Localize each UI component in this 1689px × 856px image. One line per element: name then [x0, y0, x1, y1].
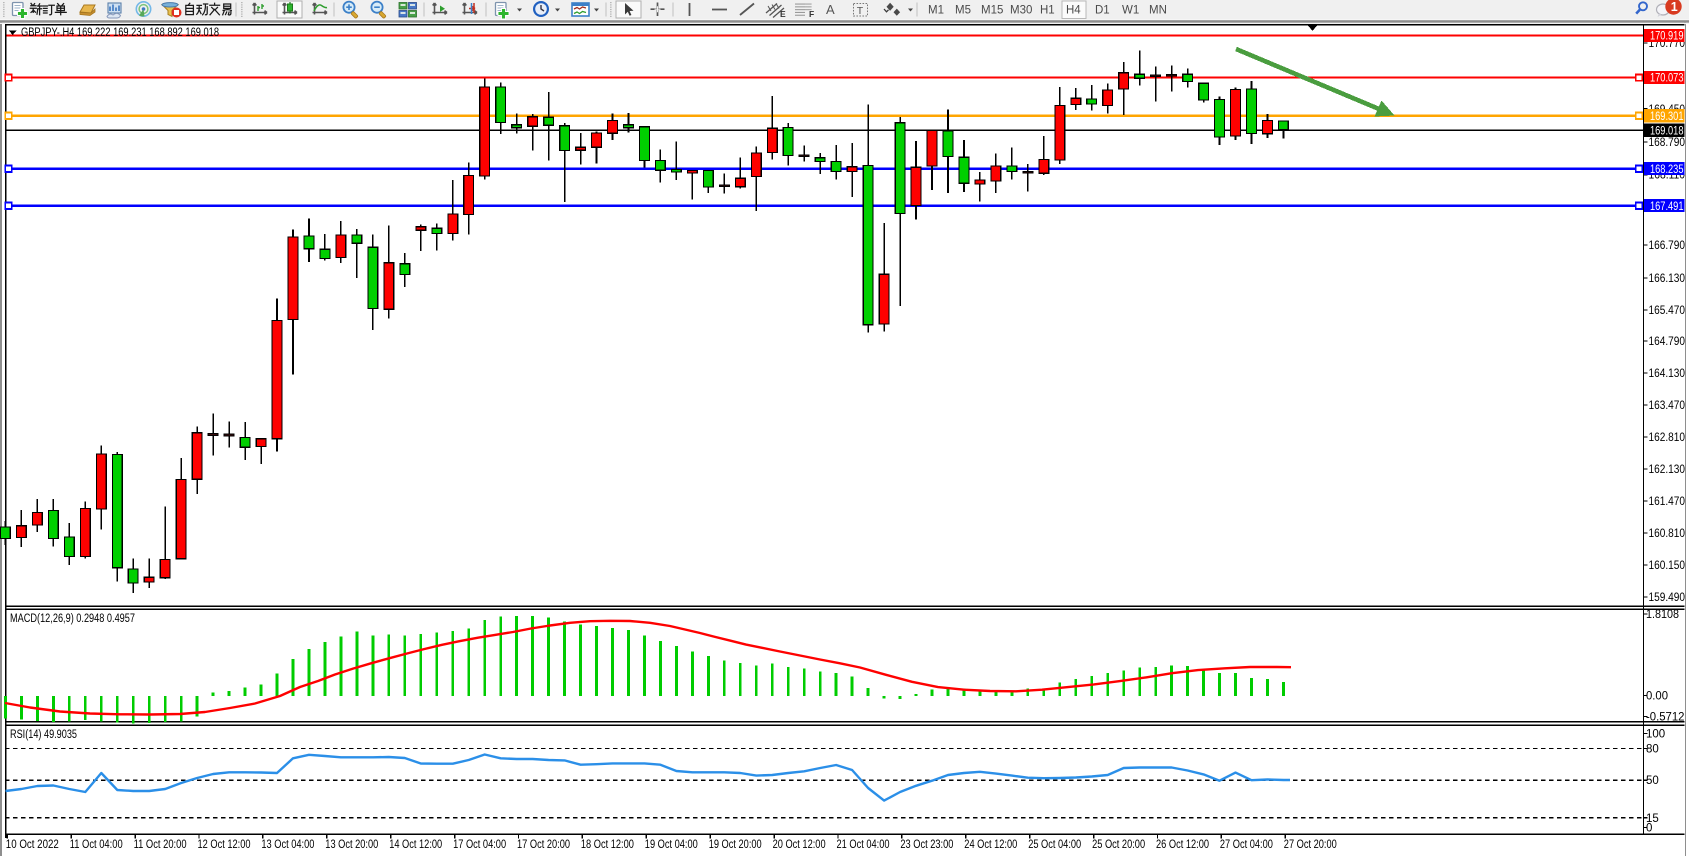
svg-text:160.150: 160.150	[1649, 560, 1686, 572]
svg-text:F: F	[809, 9, 814, 19]
svg-text:15: 15	[1646, 813, 1659, 825]
svg-text:26 Oct 12:00: 26 Oct 12:00	[1156, 839, 1209, 851]
svg-text:18 Oct 12:00: 18 Oct 12:00	[581, 839, 634, 851]
svg-text:168.790: 168.790	[1649, 137, 1686, 149]
svg-text:14 Oct 12:00: 14 Oct 12:00	[389, 839, 442, 851]
svg-text:100: 100	[1646, 729, 1665, 741]
svg-text:RSI(14) 49.9035: RSI(14) 49.9035	[10, 729, 77, 741]
svg-text:162.130: 162.130	[1649, 464, 1686, 476]
svg-text:27 Oct 04:00: 27 Oct 04:00	[1220, 839, 1273, 851]
svg-text:T: T	[857, 5, 864, 17]
svg-text:H1: H1	[1040, 5, 1055, 17]
svg-text:D1: D1	[1095, 5, 1110, 17]
svg-text:50: 50	[1646, 775, 1659, 787]
svg-text:159.490: 159.490	[1649, 592, 1686, 604]
svg-text:12 Oct 12:00: 12 Oct 12:00	[198, 839, 251, 851]
svg-text:13 Oct 04:00: 13 Oct 04:00	[261, 839, 314, 851]
svg-text:169.301: 169.301	[1650, 111, 1684, 123]
svg-text:162.810: 162.810	[1649, 432, 1686, 444]
svg-text:168.235: 168.235	[1650, 164, 1684, 176]
svg-text:170.073: 170.073	[1650, 73, 1684, 85]
svg-text:M15: M15	[981, 5, 1003, 17]
svg-text:11 Oct 04:00: 11 Oct 04:00	[70, 839, 123, 851]
svg-text:169.018: 169.018	[1650, 126, 1684, 138]
svg-text:1: 1	[1671, 0, 1678, 14]
svg-text:0.00: 0.00	[1646, 691, 1668, 703]
svg-text:M30: M30	[1010, 5, 1032, 17]
svg-text:1.8108: 1.8108	[1646, 609, 1679, 621]
svg-text:164.790: 164.790	[1649, 336, 1686, 348]
svg-text:160.810: 160.810	[1649, 528, 1686, 540]
svg-text:167.491: 167.491	[1650, 201, 1684, 213]
svg-text:24 Oct 12:00: 24 Oct 12:00	[964, 839, 1017, 851]
svg-text:W1: W1	[1122, 5, 1139, 17]
svg-text:GBPJPY-.H4 169.222 169.231 16: GBPJPY-.H4 169.222 169.231 168.892 169.0…	[21, 27, 219, 39]
svg-text:0: 0	[1646, 823, 1652, 835]
svg-text:19 Oct 04:00: 19 Oct 04:00	[645, 839, 698, 851]
svg-text:MN: MN	[1149, 5, 1167, 17]
svg-text:80: 80	[1646, 744, 1659, 756]
svg-text:17 Oct 04:00: 17 Oct 04:00	[453, 839, 506, 851]
svg-text:164.130: 164.130	[1649, 368, 1686, 380]
svg-text:13 Oct 20:00: 13 Oct 20:00	[325, 839, 378, 851]
svg-text:166.790: 166.790	[1649, 240, 1686, 252]
svg-text:17 Oct 20:00: 17 Oct 20:00	[517, 839, 570, 851]
svg-text:M5: M5	[955, 5, 971, 17]
svg-text:163.470: 163.470	[1649, 400, 1686, 412]
svg-text:19 Oct 20:00: 19 Oct 20:00	[709, 839, 762, 851]
svg-text:27 Oct 20:00: 27 Oct 20:00	[1284, 839, 1337, 851]
svg-text:MACD(12,26,9) 0.2948 0.4957: MACD(12,26,9) 0.2948 0.4957	[10, 613, 135, 625]
svg-text:161.470: 161.470	[1649, 496, 1686, 508]
svg-text:25 Oct 20:00: 25 Oct 20:00	[1092, 839, 1145, 851]
svg-text:21 Oct 04:00: 21 Oct 04:00	[837, 839, 890, 851]
svg-text:170.919: 170.919	[1650, 31, 1684, 43]
svg-text:10 Oct 2022: 10 Oct 2022	[6, 839, 59, 851]
svg-text:11 Oct 20:00: 11 Oct 20:00	[134, 839, 187, 851]
svg-text:E: E	[780, 9, 786, 19]
svg-text:-0.5712: -0.5712	[1646, 712, 1685, 724]
svg-text:A: A	[826, 2, 835, 17]
svg-text:M1: M1	[928, 5, 944, 17]
svg-text:H4: H4	[1066, 5, 1081, 17]
svg-text:23 Oct 23:00: 23 Oct 23:00	[900, 839, 953, 851]
svg-text:20 Oct 12:00: 20 Oct 12:00	[773, 839, 826, 851]
svg-text:166.130: 166.130	[1649, 273, 1686, 285]
svg-text:25 Oct 04:00: 25 Oct 04:00	[1028, 839, 1081, 851]
svg-text:165.470: 165.470	[1649, 305, 1686, 317]
